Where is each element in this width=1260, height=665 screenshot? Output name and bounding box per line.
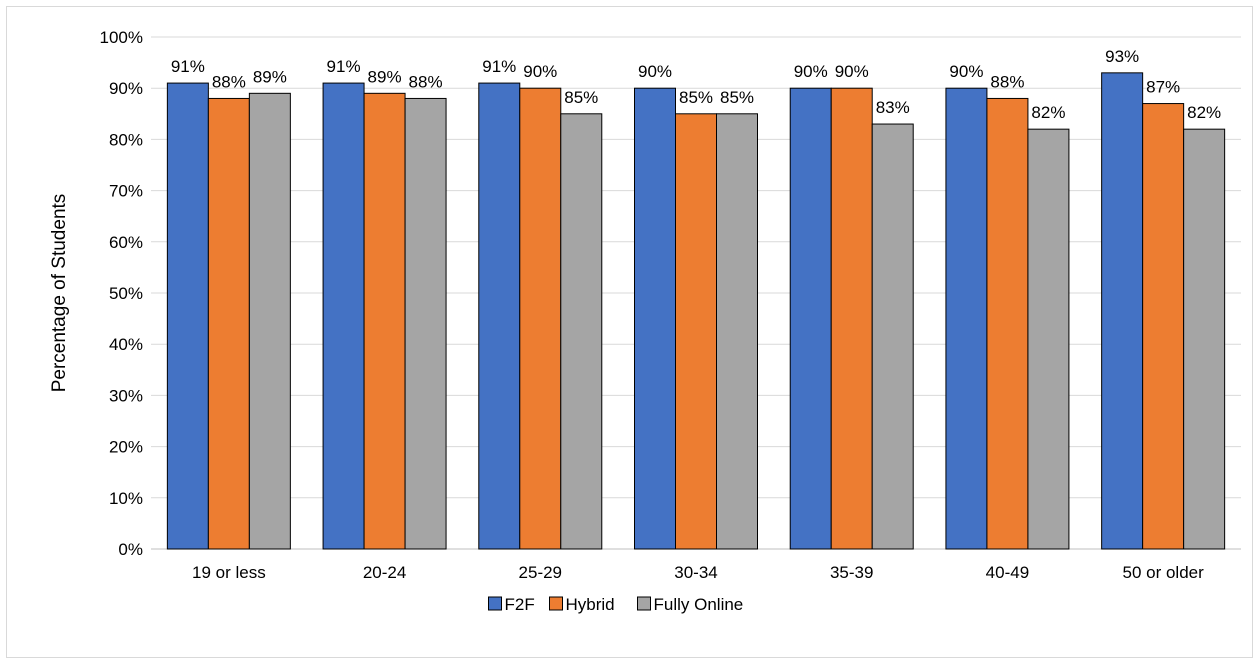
- bar[interactable]: [478, 82, 521, 550]
- x-tick-label: 25-29: [519, 563, 562, 582]
- bar[interactable]: [871, 123, 914, 550]
- bar[interactable]: [1101, 72, 1144, 550]
- bar[interactable]: [634, 87, 676, 550]
- legend-label: Fully Online: [654, 595, 744, 614]
- bar[interactable]: [519, 87, 562, 550]
- bar[interactable]: [404, 97, 447, 550]
- bar[interactable]: [789, 87, 832, 550]
- y-tick-label: 10%: [109, 489, 143, 508]
- data-label: 93%: [1105, 47, 1139, 66]
- data-label: 82%: [1031, 103, 1065, 122]
- bar[interactable]: [363, 92, 406, 550]
- legend-label: Hybrid: [566, 595, 615, 614]
- legend-label: F2F: [505, 595, 535, 614]
- data-label: 91%: [327, 57, 361, 76]
- data-label: 82%: [1187, 103, 1221, 122]
- bar[interactable]: [560, 113, 603, 550]
- data-label: 88%: [212, 72, 246, 91]
- x-tick-label: 19 or less: [192, 563, 266, 582]
- y-tick-label: 90%: [109, 79, 143, 98]
- y-axis-title: Percentage of Students: [49, 194, 70, 393]
- bar[interactable]: [322, 82, 365, 550]
- data-label: 88%: [990, 72, 1024, 91]
- y-tick-label: 20%: [109, 438, 143, 457]
- data-label: 90%: [949, 62, 983, 81]
- y-tick-label: 60%: [109, 233, 143, 252]
- y-tick-label: 70%: [109, 182, 143, 201]
- bar[interactable]: [166, 82, 209, 550]
- y-tick-label: 80%: [109, 130, 143, 149]
- x-tick-label: 50 or older: [1123, 563, 1205, 582]
- x-tick-label: 35-39: [830, 563, 873, 582]
- bar[interactable]: [945, 87, 988, 550]
- x-tick-label: 40-49: [986, 563, 1029, 582]
- data-label: 85%: [679, 88, 713, 107]
- bar[interactable]: [1027, 128, 1070, 550]
- bar[interactable]: [986, 97, 1029, 550]
- x-tick-label: 20-24: [363, 563, 406, 582]
- data-label: 90%: [835, 62, 869, 81]
- data-label: 90%: [638, 62, 672, 81]
- bar[interactable]: [675, 113, 717, 550]
- data-label: 89%: [368, 67, 402, 86]
- data-label: 87%: [1146, 78, 1180, 97]
- data-label: 83%: [876, 98, 910, 117]
- data-label: 90%: [523, 62, 557, 81]
- legend-swatch: [488, 596, 502, 611]
- bar[interactable]: [1142, 103, 1185, 550]
- data-label: 85%: [564, 88, 598, 107]
- x-tick-label: 30-34: [674, 563, 717, 582]
- y-tick-label: 0%: [118, 540, 143, 559]
- legend-swatch: [549, 596, 563, 611]
- bar[interactable]: [716, 113, 758, 550]
- data-label: 91%: [171, 57, 205, 76]
- data-label: 89%: [253, 67, 287, 86]
- bar[interactable]: [207, 97, 250, 550]
- data-label: 90%: [794, 62, 828, 81]
- y-tick-label: 50%: [109, 284, 143, 303]
- data-label: 91%: [482, 57, 516, 76]
- y-tick-label: 40%: [109, 335, 143, 354]
- bar[interactable]: [1183, 128, 1226, 550]
- data-label: 88%: [409, 72, 443, 91]
- legend-swatch: [637, 596, 651, 611]
- bar[interactable]: [830, 87, 873, 550]
- data-label: 85%: [720, 88, 754, 107]
- y-tick-label: 30%: [109, 386, 143, 405]
- bar[interactable]: [248, 92, 291, 550]
- y-tick-label: 100%: [100, 28, 143, 47]
